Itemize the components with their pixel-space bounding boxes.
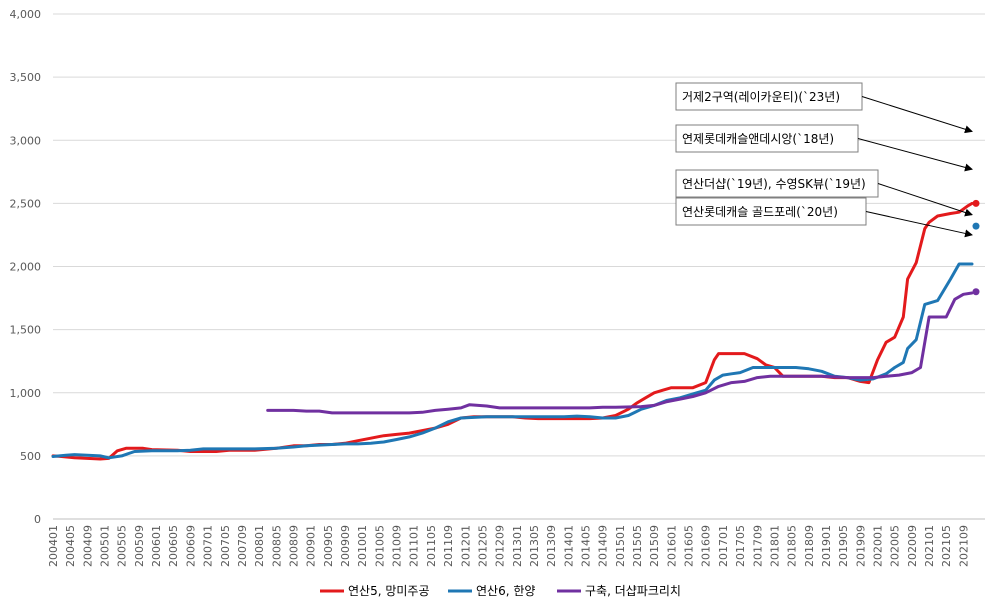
x-tick-label: 201809 (803, 525, 816, 567)
x-tick-label: 201401 (562, 525, 575, 567)
series-line-2 (51, 262, 974, 460)
annotation-label: 연산더샵(`19년), 수영SK뷰(`19년) (682, 177, 866, 191)
series-line-3 (266, 291, 974, 415)
x-tick-label: 201301 (511, 525, 524, 567)
x-tick-label: 201605 (683, 525, 696, 567)
series-lines (51, 199, 980, 461)
x-tick-label: 201701 (717, 525, 730, 567)
x-tick-label: 201909 (854, 525, 867, 567)
x-tick-label: 202009 (906, 525, 919, 567)
x-tick-label: 200405 (64, 525, 77, 567)
x-tick-label: 201105 (425, 525, 438, 567)
x-tick-label: 200805 (270, 525, 283, 567)
legend-label: 연산5, 망미주공 (348, 584, 430, 598)
x-tick-label: 200605 (167, 525, 180, 567)
legend-label: 연산6, 한양 (476, 584, 535, 598)
x-tick-label: 202005 (889, 525, 902, 567)
annotation-label: 연산롯데캐슬 골드포레(`20년) (682, 205, 838, 219)
y-tick-label: 2,000 (10, 261, 42, 274)
annotations: 거제2구역(레이카운티)(`23년) 연제롯데캐슬앤데시앙(`18년) 연산더샵(`… (675, 82, 973, 238)
x-tick-label: 200505 (116, 525, 129, 567)
x-tick-label: 201501 (614, 525, 627, 567)
x-tick-label: 200709 (236, 525, 249, 567)
x-tick-label: 200801 (253, 525, 266, 567)
series-line-1 (51, 201, 974, 461)
x-tick-label: 200809 (287, 525, 300, 567)
x-tick-label: 202105 (940, 525, 953, 567)
x-tick-label: 200609 (184, 525, 197, 567)
x-tick-label: 201305 (528, 525, 541, 567)
annotation-label: 연제롯데캐슬앤데시앙(`18년) (682, 132, 834, 146)
x-tick-label: 200701 (202, 525, 215, 567)
x-tick-label: 200509 (133, 525, 146, 567)
series-end-point-1 (972, 199, 980, 207)
annotation-box (675, 169, 879, 198)
annotation-box (675, 82, 863, 111)
x-tick-label: 201609 (700, 525, 713, 567)
x-tick-label: 201901 (820, 525, 833, 567)
y-tick-label: 2,500 (10, 197, 42, 210)
annotation-arrow (861, 96, 973, 134)
y-tick-label: 0 (34, 513, 41, 526)
x-tick-label: 201801 (768, 525, 781, 567)
x-tick-label: 200601 (150, 525, 163, 567)
x-tick-label: 200905 (322, 525, 335, 567)
x-tick-label: 201205 (476, 525, 489, 567)
x-tick-label: 201705 (734, 525, 747, 567)
x-tick-label: 201101 (408, 525, 421, 567)
series-end-point-2 (972, 222, 980, 230)
x-tick-label: 201405 (580, 525, 593, 567)
y-tick-label: 1,500 (10, 324, 42, 337)
series-end-point-3 (972, 288, 980, 296)
y-axis: 0 500 1,000 1,500 2,000 2,500 3,000 3,500 4,000 (10, 8, 42, 526)
x-tick-label: 201505 (631, 525, 644, 567)
annotation-label: 거제2구역(레이카운티)(`23년) (682, 90, 840, 104)
annotation-arrow (857, 138, 973, 172)
x-tick-label: 201601 (665, 525, 678, 567)
x-axis: 200401 200405 200409 200501 200505 200509 2006… (47, 525, 970, 567)
y-tick-label: 1,000 (10, 387, 42, 400)
y-tick-label: 3,000 (10, 134, 42, 147)
x-tick-label: 202001 (872, 525, 885, 567)
legend: 연산5, 망미주공 연산6, 한양 구축, 더샵파크리치 (320, 584, 681, 598)
x-tick-label: 201509 (648, 525, 661, 567)
x-tick-label: 201805 (786, 525, 799, 567)
x-tick-label: 200501 (99, 525, 112, 567)
x-tick-label: 201109 (442, 525, 455, 567)
x-tick-label: 200409 (81, 525, 94, 567)
grid-lines (53, 13, 985, 520)
x-tick-label: 201905 (837, 525, 850, 567)
x-tick-label: 201409 (597, 525, 610, 567)
x-tick-label: 201201 (459, 525, 472, 567)
x-tick-label: 202109 (957, 525, 970, 567)
y-tick-label: 3,500 (10, 71, 42, 84)
x-tick-label: 201709 (751, 525, 764, 567)
y-tick-label: 4,000 (10, 8, 42, 21)
annotation-arrow (865, 211, 973, 238)
legend-label: 구축, 더샵파크리치 (585, 584, 681, 598)
x-tick-label: 202101 (923, 525, 936, 567)
x-tick-label: 201001 (356, 525, 369, 567)
x-tick-label: 201209 (494, 525, 507, 567)
x-tick-label: 200705 (219, 525, 232, 567)
x-tick-label: 200909 (339, 525, 352, 567)
annotation-arrow (877, 183, 973, 217)
x-tick-label: 201309 (545, 525, 558, 567)
y-tick-label: 500 (20, 450, 41, 463)
x-tick-label: 200901 (305, 525, 318, 567)
x-tick-label: 200401 (47, 525, 60, 567)
x-tick-label: 201005 (373, 525, 386, 567)
x-tick-label: 201009 (391, 525, 404, 567)
